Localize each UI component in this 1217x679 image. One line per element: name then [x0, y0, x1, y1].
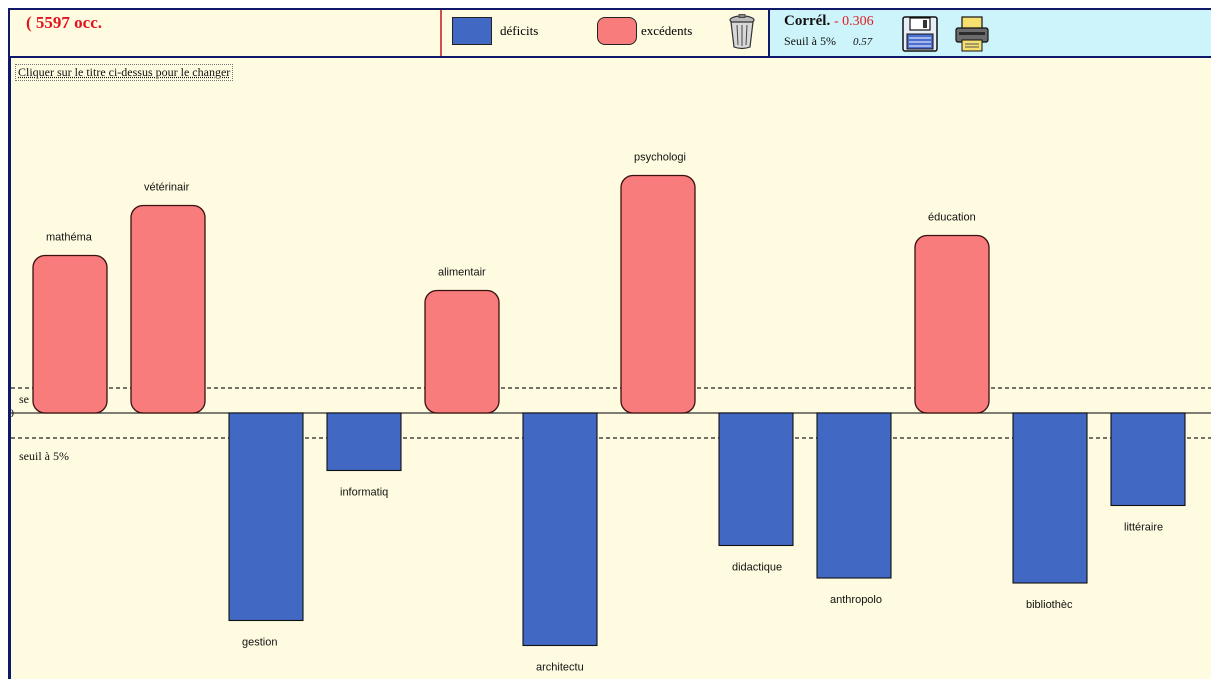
top-bar: ( 5597 occ. déficits excédents Corrél. -…	[8, 8, 1211, 58]
legend-deficits-label: déficits	[500, 23, 539, 38]
chart-area: Cliquer sur le titre ci-dessus pour le c…	[8, 58, 1211, 679]
threshold-label-lower: seuil à 5%	[19, 449, 69, 463]
bar-label-11: littéraire	[1124, 522, 1163, 534]
legend-excedents-label: excédents	[641, 23, 693, 38]
trash-icon[interactable]	[728, 14, 756, 50]
correlation-title: Corrél.	[784, 13, 831, 29]
bar-8	[816, 412, 892, 579]
legend-excedents[interactable]: excédents	[597, 16, 692, 46]
floppy-disk-icon[interactable]	[902, 16, 938, 52]
correlation-panel: Corrél. - 0.306 Seuil à 5% 0.57	[768, 10, 1211, 56]
bar-label-4: alimentair	[438, 267, 486, 279]
bar-label-6: psychologi	[634, 152, 686, 164]
correlation-value: - 0.306	[833, 14, 874, 29]
deficit-swatch	[452, 17, 492, 45]
bar-3	[326, 412, 402, 472]
bar-label-3: informatiq	[340, 487, 388, 499]
bar-0	[32, 254, 108, 414]
bar-2	[228, 412, 304, 622]
bar-9	[914, 234, 990, 414]
zero-label: 0	[11, 406, 14, 420]
bar-label-8: anthropolo	[830, 594, 882, 606]
bar-4	[424, 289, 500, 414]
bar-7	[718, 412, 794, 547]
seuil-row: Seuil à 5% 0.57	[784, 34, 872, 49]
seuil-value: 0.57	[853, 36, 873, 48]
change-title-hint[interactable]: Cliquer sur le titre ci-dessus pour le c…	[15, 64, 234, 81]
divider	[440, 10, 442, 56]
bar-6	[620, 174, 696, 414]
bar-label-9: éducation	[928, 212, 976, 224]
printer-icon[interactable]	[954, 16, 990, 52]
occurrence-count[interactable]: ( 5597 occ.	[26, 13, 103, 32]
bar-chart: 0 se seuil à 5% mathéma vétérinair gestion inf…	[11, 152, 1211, 674]
bar-label-2: gestion	[242, 637, 277, 649]
seuil-label: Seuil à 5%	[784, 34, 836, 48]
bar-label-1: vétérinair	[144, 182, 190, 194]
bar-5	[522, 412, 598, 647]
bar-11	[1110, 412, 1186, 507]
bar-1	[130, 204, 206, 414]
bar-label-10: bibliothèc	[1026, 599, 1073, 611]
legend-deficits[interactable]: déficits	[452, 16, 538, 46]
bar-label-7: didactique	[732, 562, 782, 574]
correlation-label: Corrél. - 0.306	[784, 13, 874, 30]
bar-label-0: mathéma	[46, 232, 93, 244]
threshold-label-upper: se	[19, 392, 29, 406]
bar-10	[1012, 412, 1088, 584]
bar-label-5: architectu	[536, 662, 584, 674]
excedent-swatch	[597, 17, 637, 45]
